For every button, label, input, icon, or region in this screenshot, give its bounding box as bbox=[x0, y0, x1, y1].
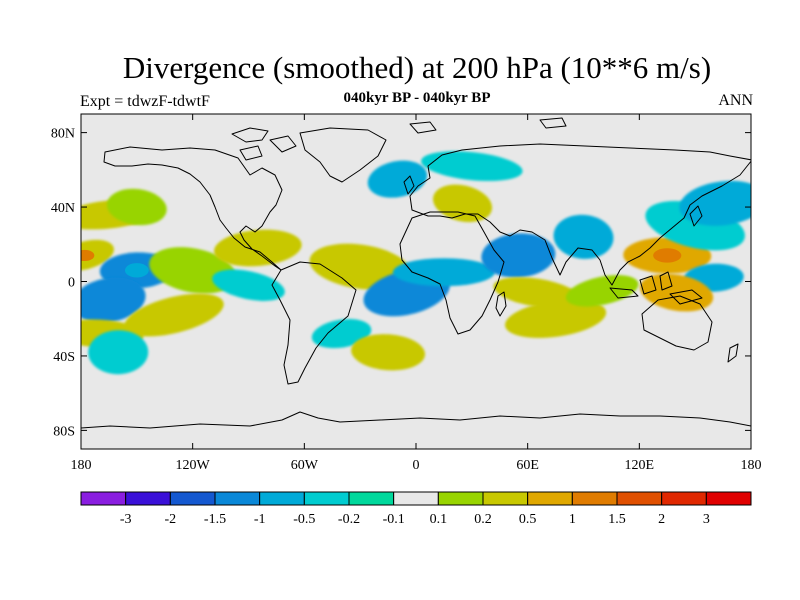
colorbar-swatch bbox=[259, 491, 305, 506]
colorbar-swatch bbox=[348, 491, 395, 506]
field-core bbox=[124, 263, 149, 278]
field-region bbox=[81, 277, 146, 323]
lat-tick-label: 40N bbox=[51, 201, 75, 216]
lat-tick-label: 80S bbox=[53, 424, 75, 439]
lon-tick-label: 60W bbox=[291, 458, 319, 473]
lon-tick-label: 180 bbox=[741, 458, 762, 473]
colorbar-swatch bbox=[571, 491, 618, 506]
colorbar-label: 0.1 bbox=[430, 512, 448, 527]
colorbar-label: -3 bbox=[120, 512, 132, 527]
coast-british-isles bbox=[403, 175, 415, 195]
colorbar-swatch bbox=[482, 491, 529, 506]
map-axes: 80N 40N 0 40S 80S 180 120W 60W 0 60E 120E 180 bbox=[51, 114, 762, 473]
field-region bbox=[88, 330, 149, 375]
field-region bbox=[421, 151, 523, 182]
colorbar: -3 -2 -1.5 -1 -0.5 -0.2 -0.1 0.1 0.2 0.5 1 1.5 2 3 bbox=[80, 491, 752, 527]
coast-greenland bbox=[299, 127, 387, 183]
coast-southeast-asia-islands bbox=[609, 271, 703, 305]
coast-new-zealand bbox=[727, 343, 739, 363]
field-region bbox=[392, 258, 495, 287]
field-region bbox=[213, 229, 302, 267]
field-core bbox=[81, 249, 95, 262]
colorbar-label: -1 bbox=[254, 512, 266, 527]
colorbar-label: -2 bbox=[164, 512, 176, 527]
colorbar-swatch bbox=[169, 491, 216, 506]
field-region bbox=[106, 188, 167, 226]
lon-tick-label: 120W bbox=[176, 458, 211, 473]
colorbar-label: 0.5 bbox=[519, 512, 537, 527]
coast-arctic-islands bbox=[231, 117, 567, 161]
field-region bbox=[481, 233, 556, 278]
colorbar-label: 2 bbox=[658, 512, 665, 527]
colorbar-label: 1.5 bbox=[608, 512, 626, 527]
map-title: Divergence (smoothed) at 200 hPa (10**6 … bbox=[122, 50, 712, 85]
lon-tick-label: 0 bbox=[413, 458, 420, 473]
coast-madagascar bbox=[495, 291, 507, 317]
field-region bbox=[311, 319, 372, 349]
field-region bbox=[351, 334, 426, 371]
coast-antarctica bbox=[81, 411, 751, 429]
coast-north-america bbox=[103, 146, 283, 271]
experiment-label: Expt = tdwzF-tdwtF bbox=[80, 93, 210, 110]
field-region bbox=[553, 214, 614, 259]
lat-tick-label: 0 bbox=[68, 276, 75, 291]
colorbar-swatch bbox=[80, 491, 127, 506]
colorbar-swatch bbox=[125, 491, 171, 506]
coast-south-america bbox=[271, 261, 357, 385]
colorbar-label: -0.1 bbox=[383, 512, 405, 527]
field-core bbox=[653, 248, 682, 263]
colorbar-swatch bbox=[393, 491, 439, 506]
lat-tick-label: 40S bbox=[53, 350, 75, 365]
map-subtitle: 040kyr BP - 040kyr BP bbox=[343, 90, 491, 106]
colorbar-label: 3 bbox=[703, 512, 710, 527]
lon-tick-label: 120E bbox=[625, 458, 655, 473]
coast-japan bbox=[689, 205, 703, 227]
colorbar-swatch bbox=[527, 491, 573, 506]
colorbar-label: -0.2 bbox=[338, 512, 360, 527]
lon-tick-label: 180 bbox=[71, 458, 92, 473]
divergence-field bbox=[81, 151, 751, 375]
season-label: ANN bbox=[718, 92, 753, 109]
field-region bbox=[565, 275, 639, 307]
field-region bbox=[505, 299, 607, 338]
coast-eurasia bbox=[409, 143, 751, 286]
colorbar-swatch bbox=[616, 491, 663, 506]
colorbar-swatch bbox=[214, 491, 261, 506]
colorbar-swatch bbox=[705, 491, 752, 506]
field-region bbox=[433, 184, 493, 223]
coastlines bbox=[81, 117, 751, 429]
field-region bbox=[124, 293, 224, 337]
colorbar-label: -1.5 bbox=[204, 512, 226, 527]
colorbar-swatch bbox=[661, 491, 707, 506]
colorbar-label: 1 bbox=[569, 512, 576, 527]
coast-africa bbox=[399, 211, 505, 335]
colorbar-swatch bbox=[437, 491, 484, 506]
lon-tick-label: 60E bbox=[516, 458, 539, 473]
lat-tick-label: 80N bbox=[51, 127, 75, 142]
colorbar-label: 0.2 bbox=[474, 512, 492, 527]
coast-australia bbox=[641, 295, 713, 351]
colorbar-label: -0.5 bbox=[293, 512, 315, 527]
colorbar-swatch bbox=[303, 491, 350, 506]
field-region bbox=[212, 269, 285, 301]
